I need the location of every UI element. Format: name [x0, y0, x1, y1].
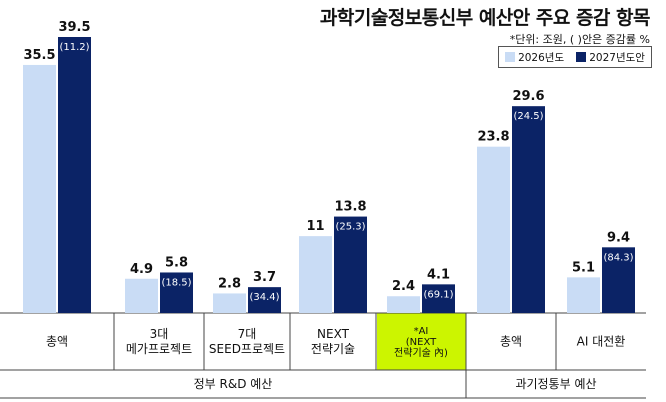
category-label: SEED프로젝트: [209, 342, 285, 356]
bar-2027: [422, 284, 455, 313]
legend-item-2026: 2026년도: [505, 50, 564, 65]
value-label-2026: 4.9: [130, 262, 153, 277]
value-label-2026: 11: [306, 219, 324, 234]
legend: 2026년도 2027년도안: [498, 46, 652, 68]
category-label: 3대: [150, 327, 169, 341]
chart-title: 과학기술정보통신부 예산안 주요 증감 항목: [319, 7, 651, 29]
bar-2027: [160, 272, 193, 313]
bar-2027: [334, 216, 367, 313]
value-label-2027: 39.5: [58, 20, 90, 35]
category-label: *AI: [414, 326, 429, 337]
value-label-2027: 4.1: [427, 267, 450, 282]
value-label-2026: 5.1: [572, 260, 595, 275]
value-label-2026: 23.8: [477, 130, 509, 145]
category-label: 총액: [500, 335, 522, 349]
category-label: 전략기술: [311, 342, 355, 356]
bar-2026: [477, 146, 510, 313]
legend-swatch-2027: [576, 52, 587, 62]
category-label: 7대: [238, 327, 257, 341]
category-label: 메가프로젝트: [126, 342, 192, 356]
value-label-2027: 29.6: [512, 89, 544, 104]
unit-note: *단위: 조원, ( )안은 증감률 %: [509, 33, 650, 46]
group-label: 정부 R&D 예산: [194, 377, 273, 391]
change-label: (69.1): [423, 289, 453, 300]
bar-2027: [512, 106, 545, 313]
bar-2026: [387, 296, 420, 313]
legend-swatch-2026: [505, 52, 516, 62]
value-label-2026: 2.8: [218, 276, 241, 291]
change-label: (24.5): [513, 111, 543, 122]
change-label: (84.3): [603, 252, 633, 263]
category-label: AI 대전환: [577, 335, 626, 349]
bar-2026: [125, 278, 158, 313]
category-label: 총액: [46, 335, 68, 349]
highlight-cell: [377, 313, 466, 370]
bar-2026: [213, 293, 246, 313]
category-label: NEXT: [317, 327, 350, 341]
bar-2027: [248, 287, 281, 313]
legend-item-2027: 2027년도안: [576, 50, 645, 65]
group-label: 과기정통부 예산: [515, 377, 596, 391]
category-label: 전략기술 內): [394, 347, 448, 359]
value-label-2027: 3.7: [253, 270, 276, 285]
value-label-2027: 13.8: [334, 200, 366, 215]
value-label-2026: 35.5: [23, 48, 55, 63]
value-label-2026: 2.4: [392, 279, 415, 294]
change-label: (11.2): [59, 42, 89, 53]
bar-2026: [299, 236, 332, 313]
legend-label-2027: 2027년도안: [589, 51, 645, 64]
bar-2026: [567, 277, 600, 313]
legend-label-2026: 2026년도: [518, 51, 565, 64]
bar-2026: [23, 64, 56, 313]
value-label-2027: 9.4: [607, 230, 630, 245]
bar-2027: [58, 37, 91, 313]
change-label: (25.3): [335, 222, 365, 233]
change-label: (18.5): [161, 277, 191, 288]
category-label: (NEXT: [406, 337, 437, 348]
bar-2027: [602, 247, 635, 313]
value-label-2027: 5.8: [165, 255, 188, 270]
change-label: (34.4): [249, 292, 279, 303]
